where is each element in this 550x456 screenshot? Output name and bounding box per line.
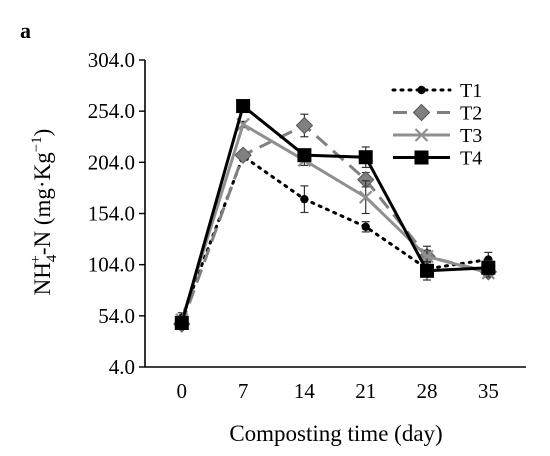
legend-item-t2: T2 xyxy=(393,103,482,125)
legend-label: T4 xyxy=(460,148,482,170)
data-point xyxy=(358,150,373,165)
y-tick-label: 254.0 xyxy=(88,99,135,123)
legend-marker xyxy=(414,150,429,165)
data-point xyxy=(234,146,252,164)
series-line xyxy=(180,154,490,320)
x-tick-label: 35 xyxy=(478,379,499,403)
y-title-rest: -N (mg·Kg xyxy=(30,152,55,255)
y-tick-label: 204.0 xyxy=(88,150,135,174)
y-axis-title: NH4+-N (mg·Kg−1) xyxy=(28,129,60,296)
series-line xyxy=(180,122,489,321)
y-tick-label: 54.0 xyxy=(98,304,135,328)
series-line xyxy=(180,104,489,324)
panel-label: a xyxy=(20,18,31,43)
data-point xyxy=(236,99,251,114)
y-tick-label: 104.0 xyxy=(88,253,135,277)
y-title-sup: + xyxy=(28,255,44,263)
data-point xyxy=(361,222,370,232)
legend-item-t3: T3 xyxy=(393,125,482,147)
legend-item-t1: T1 xyxy=(391,80,482,102)
data-point xyxy=(481,260,496,275)
x-marker-stroke xyxy=(358,190,373,204)
x-tick-label: 14 xyxy=(294,379,316,403)
legend-label: T2 xyxy=(460,103,482,125)
series-t2 xyxy=(173,113,498,333)
legend-marker xyxy=(412,103,431,122)
data-point xyxy=(295,116,314,135)
data-point xyxy=(420,263,435,278)
data-point xyxy=(300,194,309,204)
y-title-unit-sup: −1 xyxy=(29,136,45,152)
data-point xyxy=(174,315,189,330)
axes xyxy=(139,59,526,368)
x-tick-labels: 0 7 14 21 28 35 xyxy=(177,379,499,403)
x-marker-stroke xyxy=(236,117,250,132)
legend-marker xyxy=(417,85,426,95)
y-title-sub: 4 xyxy=(44,254,60,262)
y-tick-label: 154.0 xyxy=(88,202,135,226)
x-tick-label: 0 xyxy=(177,379,188,403)
legend-label: T3 xyxy=(460,125,482,147)
data-point xyxy=(297,148,312,163)
x-tick-label: 7 xyxy=(238,379,249,403)
series-t4 xyxy=(174,99,496,330)
x-tick-label: 28 xyxy=(417,379,438,403)
series-t3 xyxy=(175,117,496,327)
y-tick-label: 304.0 xyxy=(88,48,135,72)
x-marker-stroke xyxy=(414,128,429,142)
legend-label: T1 xyxy=(460,80,482,102)
y-title-close: ) xyxy=(30,129,55,137)
y-tick-label: 4.0 xyxy=(109,355,135,379)
series-layer xyxy=(173,99,498,333)
data-point xyxy=(358,190,373,204)
legend-item-t4: T4 xyxy=(393,148,482,170)
y-title-base: NH xyxy=(30,262,55,295)
legend-marker xyxy=(414,128,429,142)
x-axis-title: Composting time (day) xyxy=(229,421,442,446)
y-tick-labels: 4.0 54.0 104.0 154.0 204.0 254.0 304.0 xyxy=(88,48,135,379)
series-line xyxy=(180,123,489,325)
x-tick-label: 21 xyxy=(355,379,376,403)
